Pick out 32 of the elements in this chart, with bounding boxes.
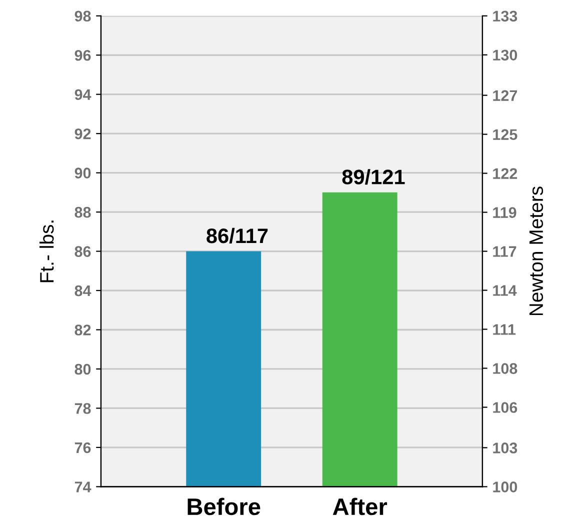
- x-tick-label: After: [332, 498, 388, 516]
- y2-tick-label: 108: [493, 363, 518, 374]
- y-tick-label: 88: [74, 206, 91, 218]
- y-tick-label: 82: [74, 324, 91, 336]
- y2-tick-label: 119: [493, 207, 516, 218]
- y-tick-label: 80: [74, 364, 91, 375]
- y-tick-label: 90: [74, 168, 91, 178]
- y-tick-label: 92: [74, 128, 91, 140]
- y-tick-label: 76: [74, 442, 91, 454]
- y-tick-label: 74: [74, 482, 92, 492]
- x-tick-label: Before: [188, 498, 260, 516]
- y-tick-label: 86: [74, 246, 91, 257]
- y2-tick-label: 130: [493, 50, 518, 61]
- y-axis-title: Ft.- lbs.: [39, 220, 54, 282]
- y-tick-label: 78: [74, 403, 91, 414]
- y-tick-label: 94: [74, 89, 92, 100]
- data-label: 89/121: [342, 169, 405, 185]
- y2-tick-label: 127: [493, 90, 517, 101]
- y2-tick-label: 114: [493, 285, 517, 296]
- y-tick-label: 98: [74, 10, 91, 22]
- y-tick-label: 96: [74, 50, 91, 61]
- y2-tick-label: 125: [493, 129, 518, 140]
- y2-tick-label: 100: [493, 482, 518, 492]
- y2-axis-title: Newton Meters: [529, 186, 544, 316]
- y2-tick-label: 122: [493, 168, 518, 179]
- data-label: 86/117: [206, 228, 268, 244]
- y2-tick-label: 106: [493, 402, 518, 413]
- y2-tick-label: 117: [493, 246, 516, 257]
- y2-tick-label: 103: [493, 442, 518, 454]
- y2-tick-label: 133: [493, 10, 518, 22]
- y2-tick-label: 111: [493, 324, 516, 335]
- y-tick-label: 84: [74, 285, 92, 296]
